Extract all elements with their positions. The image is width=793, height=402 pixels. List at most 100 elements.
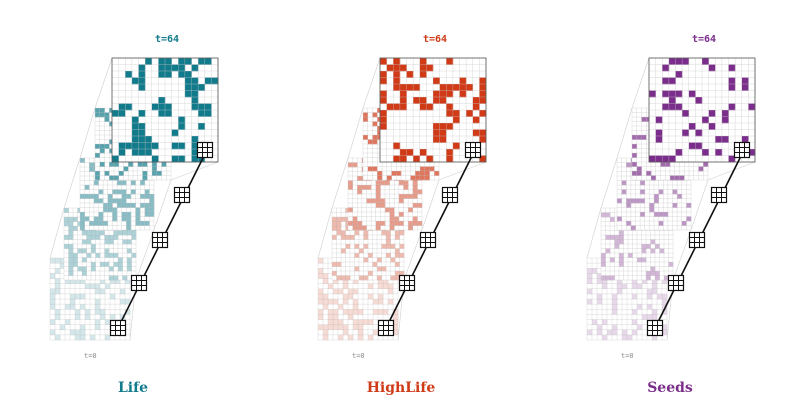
- live-cell: [386, 175, 392, 181]
- live-cell: [642, 314, 648, 320]
- live-cell: [721, 110, 729, 117]
- live-cell: [156, 171, 162, 176]
- live-cell: [357, 189, 363, 195]
- live-cell: [131, 136, 139, 143]
- live-cell: [650, 248, 656, 254]
- live-cell: [126, 221, 132, 226]
- live-cell: [191, 97, 199, 104]
- live-cell: [95, 253, 101, 258]
- live-cell: [145, 142, 153, 150]
- live-cell: [395, 253, 400, 258]
- live-cell: [343, 293, 349, 300]
- live-cell: [652, 283, 658, 290]
- live-cell: [120, 288, 126, 295]
- live-cell: [433, 97, 440, 104]
- live-cell: [89, 162, 95, 168]
- live-cell: [479, 90, 487, 98]
- live-cell: [420, 171, 426, 176]
- live-cell: [352, 216, 358, 222]
- live-cell: [50, 304, 56, 310]
- live-cell: [650, 239, 656, 245]
- live-cell: [637, 283, 643, 290]
- live-cell: [380, 198, 386, 204]
- live-cell: [610, 257, 615, 263]
- guide-line: [403, 229, 423, 281]
- live-cell: [619, 257, 624, 263]
- live-cell: [439, 136, 447, 143]
- live-cell: [415, 171, 421, 176]
- live-cell: [702, 116, 709, 124]
- live-cell: [112, 198, 118, 204]
- live-cell: [398, 212, 404, 217]
- live-cell: [345, 244, 351, 249]
- live-cell: [619, 235, 624, 240]
- live-cell: [131, 230, 137, 236]
- live-cell: [95, 299, 101, 305]
- live-cell: [386, 230, 391, 236]
- live-cell: [378, 293, 384, 300]
- live-cell: [626, 221, 632, 226]
- live-cell: [107, 194, 113, 199]
- live-cell: [348, 288, 354, 295]
- live-cell: [721, 116, 729, 124]
- rule-name: HighLife: [367, 380, 436, 396]
- live-cell: [191, 84, 199, 91]
- bottom-time-label: t=0: [621, 352, 634, 360]
- live-cell: [388, 288, 394, 295]
- live-cell: [184, 90, 192, 98]
- live-cell: [412, 203, 418, 208]
- live-cell: [408, 194, 414, 199]
- live-cell: [338, 334, 344, 341]
- live-cell: [375, 180, 381, 186]
- live-cell: [178, 116, 186, 124]
- live-cell: [191, 155, 199, 163]
- live-cell: [118, 103, 126, 111]
- live-cell: [626, 162, 632, 168]
- live-cell: [114, 175, 120, 181]
- live-cell: [113, 275, 119, 281]
- live-cell: [372, 121, 378, 127]
- live-cell: [50, 288, 56, 295]
- live-cell: [103, 207, 109, 213]
- live-cell: [125, 299, 131, 305]
- live-cell: [348, 185, 353, 190]
- live-cell: [383, 309, 389, 315]
- live-cell: [388, 283, 394, 290]
- live-cell: [630, 225, 636, 231]
- live-cell: [612, 304, 618, 310]
- live-cell: [333, 278, 339, 284]
- live-cell: [646, 244, 651, 249]
- live-cell: [50, 319, 56, 325]
- live-cell: [348, 162, 353, 168]
- live-cell: [191, 103, 199, 111]
- live-cell: [151, 142, 159, 150]
- live-cell: [446, 123, 454, 130]
- guide-line: [63, 157, 81, 209]
- live-cell: [328, 324, 334, 331]
- live-cell: [650, 271, 656, 276]
- live-cell: [100, 278, 106, 284]
- live-cell: [75, 329, 81, 336]
- live-cell: [439, 129, 447, 137]
- live-cell: [338, 324, 344, 331]
- live-cell: [472, 103, 480, 111]
- top-time-label: t=64: [692, 34, 716, 45]
- live-cell: [366, 185, 372, 190]
- guide-line: [170, 161, 219, 181]
- live-cell: [100, 288, 106, 295]
- live-cell: [395, 230, 400, 236]
- live-cell: [655, 271, 660, 276]
- live-cell: [127, 262, 132, 267]
- live-cell: [135, 212, 141, 217]
- guide-line: [153, 179, 172, 231]
- live-cell: [688, 123, 696, 130]
- live-cell: [343, 309, 349, 315]
- live-cell: [662, 309, 668, 315]
- live-cell: [368, 253, 373, 258]
- live-cell: [149, 212, 155, 217]
- live-cell: [748, 149, 756, 156]
- live-cell: [127, 239, 132, 245]
- live-cell: [149, 207, 155, 213]
- neighborhood-marker: [398, 274, 416, 292]
- live-cell: [372, 112, 378, 118]
